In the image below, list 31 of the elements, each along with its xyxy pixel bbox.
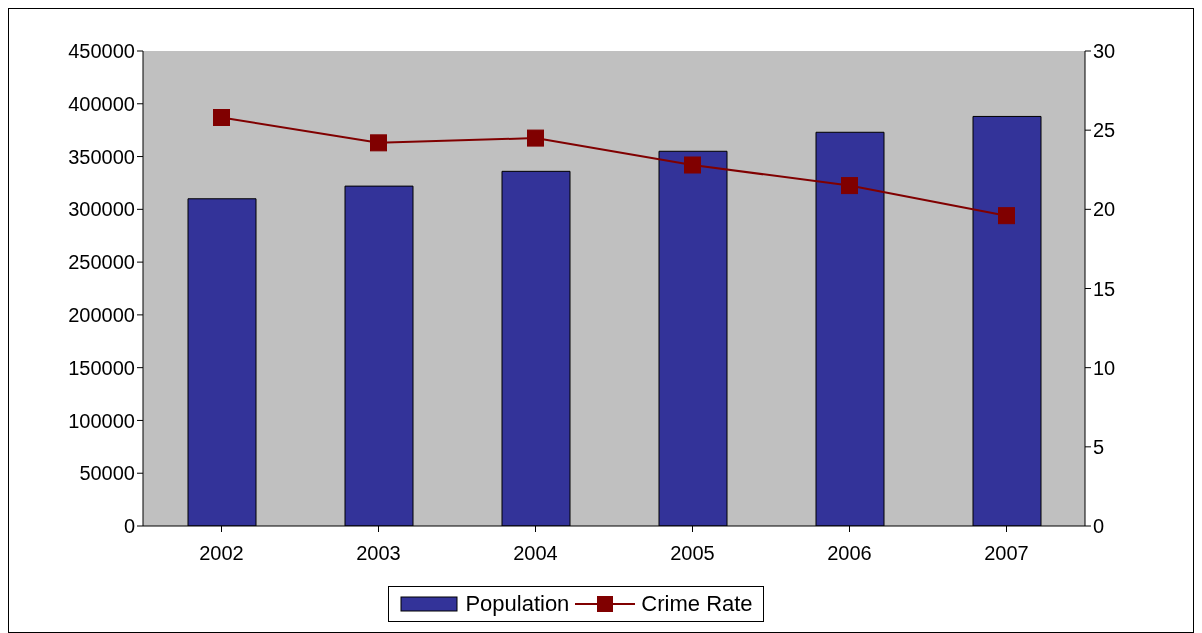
y-tick-label: 350000 [68,145,135,168]
legend-label: Crime Rate [641,591,753,617]
point [213,109,230,126]
point [841,177,858,195]
legend-label: Population [465,591,570,617]
y2-tick-label: 15 [1093,277,1116,300]
y-tick-label: 50000 [79,462,135,485]
y-tick-label: 0 [123,515,135,538]
y2-tick-label: 5 [1093,435,1105,458]
x-tick-label: 2007 [984,542,1029,565]
y-tick-label: 200000 [68,303,135,326]
x-tick-label: 2006 [827,542,872,565]
y2-tick-label: 0 [1093,515,1105,538]
point [370,134,387,152]
y-tick-label: 400000 [68,92,135,115]
y2-tick-label: 30 [1093,40,1116,63]
x-tick-label: 2003 [356,542,401,565]
point [998,207,1015,225]
x-tick-label: 2004 [513,542,558,565]
y-tick-label: 450000 [68,40,135,63]
point [527,129,544,147]
y-tick-label: 300000 [68,198,135,221]
y-tick-label: 250000 [68,251,135,274]
x-tick-label: 2005 [670,542,715,565]
y2-tick-label: 25 [1093,119,1116,142]
y2-tick-label: 20 [1093,198,1116,221]
y2-tick-label: 10 [1093,356,1116,379]
point [684,156,701,174]
y-tick-label: 150000 [68,356,135,379]
y-tick-label: 100000 [68,409,135,432]
x-tick-label: 2002 [199,542,244,565]
